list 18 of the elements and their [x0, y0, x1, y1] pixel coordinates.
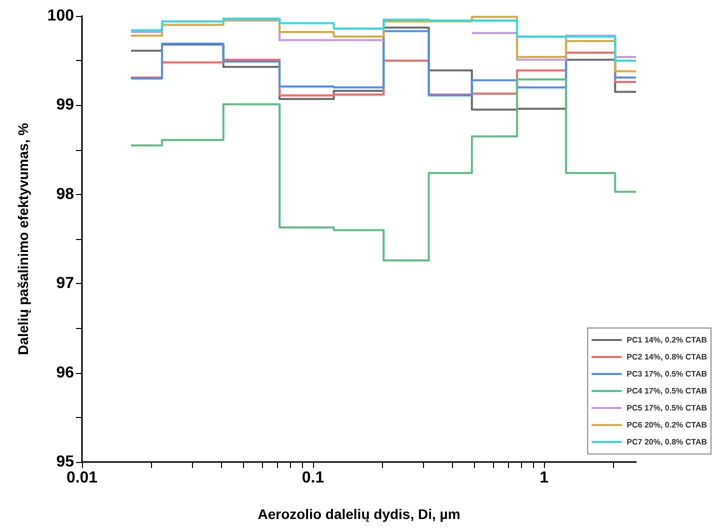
- legend-label: PC6 20%, 0.2% CTAB: [626, 420, 708, 430]
- legend-label: PC1 14%, 0.2% CTAB: [626, 336, 708, 344]
- legend-label: PC5 17%, 0.5% CTAB: [626, 404, 708, 412]
- y-tick-label: 96: [56, 364, 74, 382]
- legend-label: PC3 17%, 0.5% CTAB: [626, 370, 708, 378]
- y-tick-label: 100: [47, 8, 74, 24]
- x-tick-label: 0.01: [66, 470, 98, 486]
- y-tick-label: 98: [56, 186, 74, 203]
- x-tick-label: 1: [540, 470, 549, 486]
- x-axis-title: Aerozolio dalelių dydis, Di, µm: [258, 506, 460, 522]
- legend-label: PC4 17%, 0.5% CTAB: [626, 386, 708, 396]
- legend-label: PC2 14%, 0.8% CTAB: [626, 352, 708, 362]
- y-tick-label: 95: [56, 454, 74, 470]
- legend-label: PC7 20%, 0.8% CTAB: [626, 438, 708, 446]
- y-tick-label: 99: [56, 96, 74, 114]
- x-tick-label: 0.1: [302, 470, 324, 486]
- y-axis-title: Dalelių pašalinimo efektyvumas, %: [15, 122, 31, 355]
- y-tick-label: 97: [56, 275, 74, 292]
